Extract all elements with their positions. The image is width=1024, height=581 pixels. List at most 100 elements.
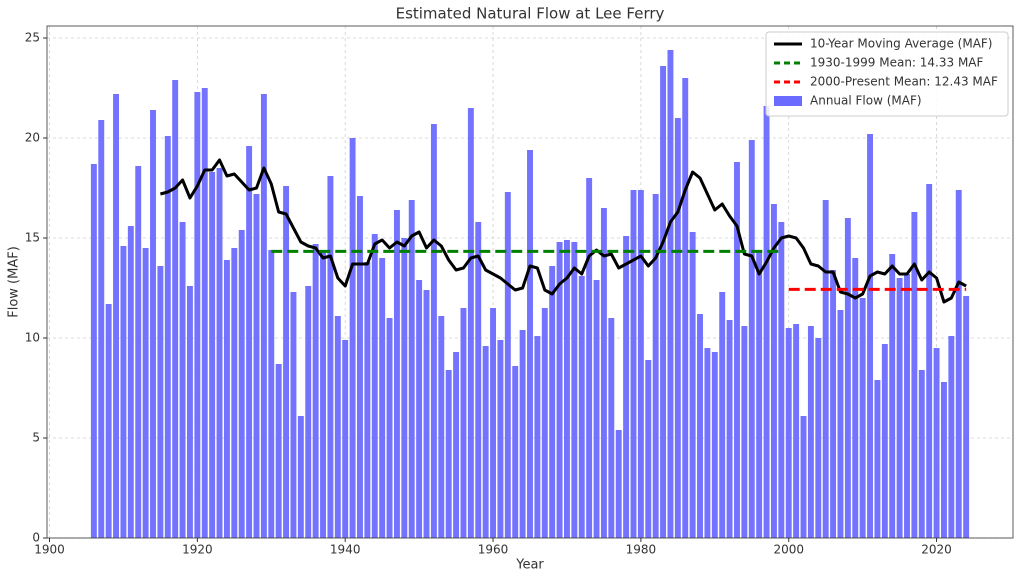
bar xyxy=(660,66,667,538)
bar xyxy=(623,236,630,538)
bar xyxy=(297,416,304,538)
bar xyxy=(896,278,903,538)
bar xyxy=(889,254,896,538)
plot-area xyxy=(90,50,970,538)
bar xyxy=(549,266,556,538)
bar xyxy=(512,366,519,538)
bar xyxy=(209,172,216,538)
bar xyxy=(682,78,689,538)
legend-label: 2000-Present Mean: 12.43 MAF xyxy=(810,75,998,89)
legend-label: 10-Year Moving Average (MAF) xyxy=(810,37,992,51)
legend-label: Annual Flow (MAF) xyxy=(810,94,922,108)
bar xyxy=(268,250,275,538)
bar xyxy=(697,314,703,538)
bar xyxy=(726,320,733,538)
bar xyxy=(527,150,533,538)
axes-frame xyxy=(46,25,1014,539)
bar xyxy=(689,232,696,538)
bar xyxy=(260,94,267,538)
bar xyxy=(172,80,179,538)
bar xyxy=(216,168,223,538)
bar xyxy=(867,134,873,538)
bar xyxy=(564,240,570,538)
bar xyxy=(918,370,925,538)
bar xyxy=(807,326,814,538)
bar xyxy=(194,92,201,538)
y-axis-label: Flow (MAF) xyxy=(7,246,22,318)
bar xyxy=(600,208,607,538)
bar xyxy=(467,108,474,538)
moving-average-line xyxy=(160,158,967,304)
bar xyxy=(275,364,282,538)
bar xyxy=(719,292,726,538)
bar xyxy=(127,226,134,538)
bar xyxy=(911,212,918,538)
bar xyxy=(748,140,755,538)
bar xyxy=(283,186,290,538)
bar xyxy=(90,164,97,538)
bar xyxy=(593,280,600,538)
bar xyxy=(637,190,644,538)
bar xyxy=(770,204,777,538)
bar xyxy=(667,50,674,538)
bar xyxy=(187,286,193,538)
bar xyxy=(844,218,851,538)
bar xyxy=(445,370,452,538)
bar xyxy=(785,328,792,538)
bar xyxy=(150,110,156,538)
bar xyxy=(238,230,245,538)
bar xyxy=(830,270,837,538)
y-tick-label: 0 xyxy=(32,531,40,545)
bar xyxy=(408,200,415,538)
bar xyxy=(113,94,119,538)
x-tick-label: 2000 xyxy=(773,543,804,557)
bar xyxy=(164,136,171,538)
bar xyxy=(142,248,149,538)
bar xyxy=(201,88,208,538)
bar xyxy=(941,382,947,538)
bar xyxy=(312,244,319,538)
bar xyxy=(556,242,563,538)
bar xyxy=(416,280,423,538)
bar xyxy=(135,166,142,538)
bar xyxy=(519,330,526,538)
bar xyxy=(800,416,807,538)
bar xyxy=(615,430,622,538)
bar xyxy=(401,238,408,538)
bar xyxy=(652,194,659,538)
bar xyxy=(460,308,467,538)
y-tick-label: 25 xyxy=(25,31,40,45)
bar xyxy=(881,344,888,538)
bar xyxy=(674,118,681,538)
bar xyxy=(534,336,541,538)
bar xyxy=(859,298,866,538)
bar xyxy=(179,222,186,538)
x-axis-label: Year xyxy=(515,558,544,573)
bar xyxy=(948,336,955,538)
bar xyxy=(734,162,740,538)
bar xyxy=(393,210,400,538)
bar xyxy=(290,292,297,538)
bar xyxy=(497,340,504,538)
bar xyxy=(475,222,482,538)
legend: 10-Year Moving Average (MAF) 1930-1999 Me… xyxy=(765,31,1009,117)
bar xyxy=(541,308,548,538)
bar xyxy=(933,348,940,538)
bar xyxy=(453,352,460,538)
bar xyxy=(711,352,718,538)
bar xyxy=(98,120,105,538)
bar xyxy=(704,348,711,538)
x-tick-label: 2020 xyxy=(921,543,952,557)
x-tick-label: 1960 xyxy=(478,543,509,557)
bar xyxy=(874,380,881,538)
bar xyxy=(837,310,844,538)
bar xyxy=(763,106,770,538)
bar xyxy=(157,266,164,538)
x-tick-label: 1920 xyxy=(182,543,213,557)
bar xyxy=(223,260,230,538)
bar xyxy=(630,190,637,538)
y-tick-label: 10 xyxy=(25,331,40,345)
bar xyxy=(423,290,430,538)
bar xyxy=(246,146,253,538)
